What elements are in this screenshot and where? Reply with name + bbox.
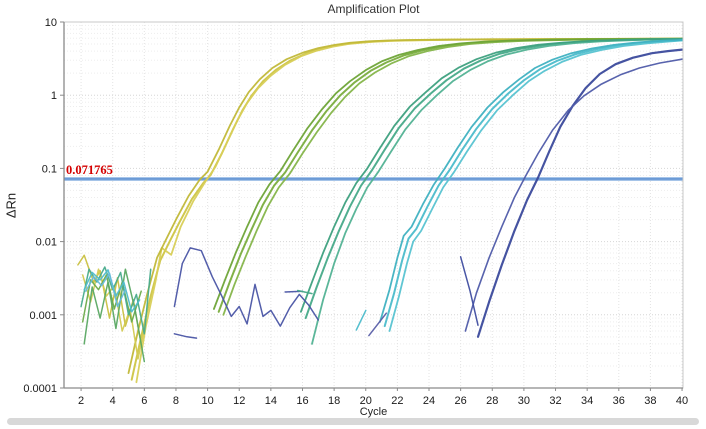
series-baseline-noise-seagreen-1[interactable] <box>80 266 152 335</box>
threshold-value-label: 0.071765 <box>66 162 113 177</box>
bottom-panel-edge <box>7 418 699 425</box>
x-tick-label: 2 <box>78 395 84 407</box>
x-tick-label: 38 <box>644 395 656 407</box>
series-std1-rep-a[interactable] <box>130 37 684 381</box>
series-baseline-noise-navy-flat[interactable] <box>173 333 198 339</box>
y-tick-label: 1 <box>51 90 57 102</box>
y-axis-title: ΔRn <box>3 192 19 219</box>
series-baseline-noise-cyan-seg[interactable] <box>355 309 367 331</box>
series-std5-rep-a[interactable] <box>476 48 684 338</box>
series-std4-rep-b[interactable] <box>388 39 683 332</box>
series-std3-rep-b[interactable] <box>311 38 683 345</box>
x-tick-label: 12 <box>233 395 245 407</box>
plot-border <box>63 21 684 389</box>
y-tick-label: 0.0001 <box>23 383 57 395</box>
y-tick-label: 10 <box>45 17 57 29</box>
gridlines <box>64 21 683 389</box>
series-std1-rep-c[interactable] <box>127 37 683 375</box>
x-tick-label: 18 <box>328 395 340 407</box>
x-tick-label: 36 <box>613 395 625 407</box>
x-tick-label: 6 <box>141 395 147 407</box>
x-tick-label: 30 <box>518 395 530 407</box>
x-tick-label: 14 <box>265 395 277 407</box>
series-std3-rep-c[interactable] <box>299 38 683 313</box>
y-tick-label: 0.1 <box>42 163 57 175</box>
series-baseline-noise-navy-v[interactable] <box>459 256 479 326</box>
series-std4-rep-c[interactable] <box>379 39 683 323</box>
x-tick-label: 24 <box>423 395 435 407</box>
series-std2-rep-c[interactable] <box>212 37 683 310</box>
x-tick-label: 34 <box>581 395 593 407</box>
series-group <box>77 37 684 384</box>
series-std5-rep-b[interactable] <box>464 58 683 332</box>
y-tick-label: 0.001 <box>29 310 57 322</box>
series-baseline-noise-navy-main[interactable] <box>173 247 320 327</box>
x-tick-label: 22 <box>391 395 403 407</box>
x-tick-label: 40 <box>676 395 688 407</box>
x-tick-label: 10 <box>201 395 213 407</box>
x-tick-label: 4 <box>110 395 116 407</box>
series-baseline-noise-seagreen-seg[interactable] <box>296 289 313 295</box>
x-tick-label: 20 <box>360 395 372 407</box>
series-std4-rep-a[interactable] <box>383 39 684 328</box>
series-baseline-noise-purple-seg[interactable] <box>368 312 388 337</box>
x-tick-label: 16 <box>296 395 308 407</box>
x-tick-label: 28 <box>486 395 498 407</box>
x-tick-label: 32 <box>549 395 561 407</box>
series-baseline-noise-lightblue-1[interactable] <box>85 272 127 308</box>
chart-title: Amplification Plot <box>327 2 420 16</box>
x-tick-label: 26 <box>455 395 467 407</box>
y-tick-label: 0.01 <box>36 237 57 249</box>
x-tick-label: 8 <box>173 395 179 407</box>
x-axis-title: Cycle <box>359 406 388 418</box>
